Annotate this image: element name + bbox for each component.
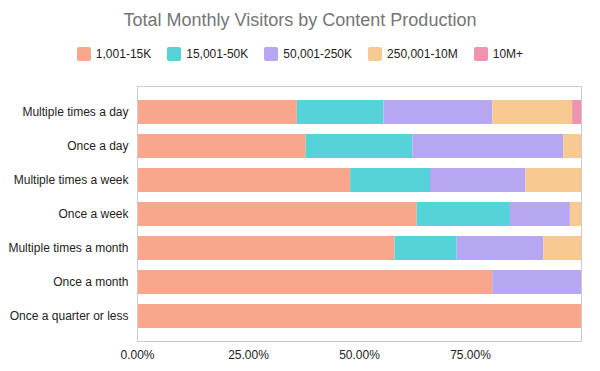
svg-text:Once a day: Once a day (67, 139, 128, 153)
svg-text:50.00%: 50.00% (339, 348, 380, 362)
html-text:50,001-250K: 50,001-250K (283, 47, 352, 61)
svg-text:Multiple times a month: Multiple times a month (8, 241, 128, 255)
html-text:Total Monthly Visitors by Cont: Total Monthly Visitors by Content Produc… (123, 10, 477, 30)
svg-text:Multiple times a day: Multiple times a day (22, 105, 128, 119)
svg-text:0.00%: 0.00% (120, 348, 154, 362)
html-text:1,001-15K: 1,001-15K (95, 47, 152, 61)
html-text:15,001-50K: 15,001-50K (186, 47, 249, 61)
html-text:250,001-10M: 250,001-10M (387, 47, 458, 61)
html-text:10M+: 10M+ (492, 47, 524, 61)
svg-text:25.00%: 25.00% (228, 348, 269, 362)
svg-text:75.00%: 75.00% (450, 348, 491, 362)
svg-text:Once a quarter or less: Once a quarter or less (10, 309, 129, 323)
svg-text:Once a week: Once a week (58, 207, 129, 221)
svg-text:Once a month: Once a month (53, 275, 128, 289)
svg-text:Multiple times a week: Multiple times a week (14, 173, 130, 187)
